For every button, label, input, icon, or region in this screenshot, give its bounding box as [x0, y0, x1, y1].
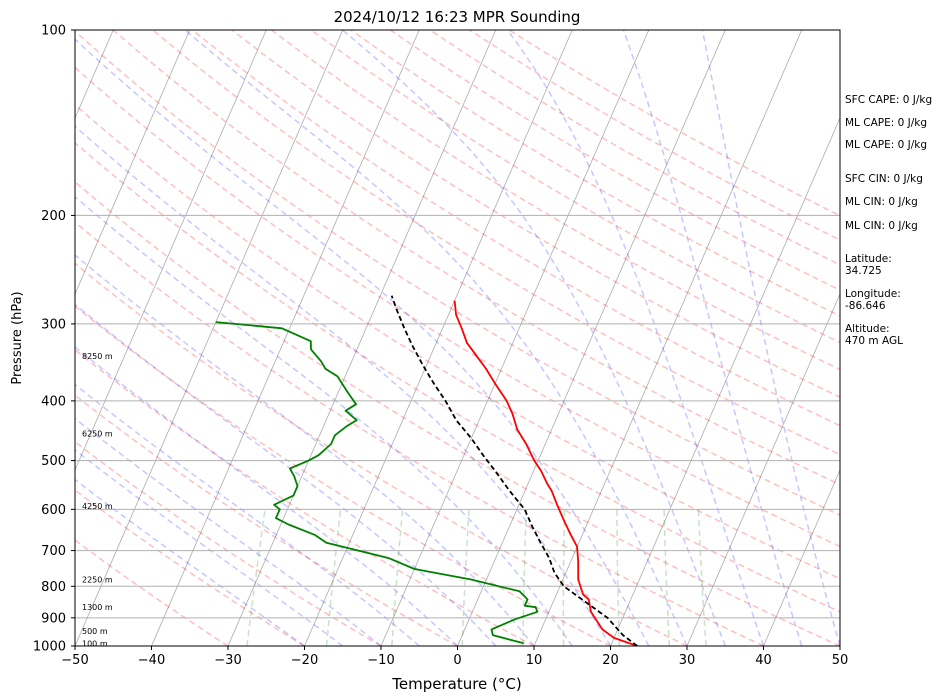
parcel-line [390, 295, 638, 646]
height-label: 8250 m [82, 352, 113, 361]
dewpoint-line [215, 321, 539, 645]
y-axis: 1000 900 800 700 600 500 400 300 200 100 [33, 24, 75, 655]
x-tick-label: 50 [832, 653, 849, 668]
moist-adiabat-line [75, 383, 420, 646]
height-label: 4250 m [82, 502, 113, 511]
dry-adiabat-line [75, 305, 611, 646]
isotherm-line [533, 30, 803, 646]
dry-adiabat-line [75, 103, 840, 580]
x-tick-label: −50 [61, 653, 88, 668]
height-label: 2250 m [82, 576, 113, 585]
isotherm-line [75, 30, 191, 296]
isotherm-line [380, 30, 650, 646]
isotherm-line [610, 116, 840, 646]
x-tick-label: −40 [138, 653, 165, 668]
x-tick-label: −10 [367, 653, 394, 668]
y-tick-label: 1000 [33, 640, 66, 655]
isotherm-line [763, 468, 840, 646]
moist-adiabat-line [622, 30, 803, 646]
x-tick-label: 0 [453, 653, 461, 668]
info-line: ML CIN: 0 J/kg [845, 220, 918, 232]
y-tick-label: 100 [41, 24, 66, 39]
info-line: 470 m AGL [845, 335, 903, 347]
dry-adiabat-line [191, 30, 840, 427]
moist-adiabat-line [342, 30, 726, 646]
sounding-series [215, 295, 638, 646]
isotherm-line [151, 30, 420, 646]
dry-adiabat-line [75, 181, 840, 646]
pressure-gridlines [75, 30, 840, 646]
dry-adiabat-line [75, 489, 305, 646]
x-tick-label: 20 [602, 653, 619, 668]
isotherm-line [457, 30, 726, 646]
dry-adiabat-line [75, 262, 688, 646]
temperature-line [453, 300, 638, 646]
dry-adiabat-line [152, 30, 840, 456]
height-label: 6250 m [82, 430, 113, 439]
moist-adiabat-line [701, 30, 840, 646]
moist-adiabat-line [75, 478, 305, 646]
height-labels: 100 m 500 m 1300 m 2250 m 4250 m 6250 m 8250 m [82, 352, 113, 648]
moist-adiabat-line [75, 195, 573, 646]
info-line: ML CAPE: 0 J/kg [845, 139, 927, 151]
moist-adiabat-line [75, 417, 382, 646]
isotherm-line [75, 30, 267, 472]
sounding-info-panel: SFC CAPE: 0 J/kg ML CAPE: 0 J/kg ML CAPE: … [845, 94, 932, 347]
info-line: SFC CIN: 0 J/kg [845, 173, 923, 185]
isotherm-line [75, 30, 344, 646]
y-tick-label: 400 [41, 394, 66, 409]
height-label: 500 m [82, 627, 108, 636]
moist-adiabat-line [75, 346, 459, 646]
y-tick-label: 200 [41, 209, 66, 224]
chart-title: 2024/10/12 16:23 MPR Sounding [334, 8, 581, 26]
x-axis-label: Temperature (°C) [391, 675, 521, 693]
dry-adiabat-line [75, 394, 458, 646]
isotherm-line [227, 30, 497, 646]
height-label: 100 m [82, 639, 108, 648]
x-tick-label: 10 [526, 653, 543, 668]
moist-adiabat-line [75, 254, 535, 646]
info-line: Longitude: [845, 288, 901, 300]
dry-adiabat-line [75, 348, 535, 646]
info-line: ML CIN: 0 J/kg [845, 196, 918, 208]
info-line: Latitude: [845, 253, 892, 265]
y-tick-label: 700 [41, 544, 66, 559]
isotherm-line [686, 292, 840, 646]
info-line: -86.646 [845, 300, 886, 312]
y-tick-label: 900 [41, 611, 66, 626]
info-line: 34.725 [845, 265, 882, 277]
y-axis-label: Pressure (hPa) [10, 291, 25, 384]
x-tick-label: 30 [679, 653, 696, 668]
moist-adiabat-line [75, 125, 612, 646]
y-tick-label: 300 [41, 317, 66, 332]
isotherm-line [304, 30, 573, 646]
info-line: SFC CAPE: 0 J/kg [845, 94, 932, 106]
moist-adiabat-line [75, 38, 650, 646]
dry-adiabat-line [75, 66, 840, 548]
background-lines [75, 30, 840, 646]
y-tick-label: 600 [41, 503, 66, 518]
y-tick-label: 800 [41, 580, 66, 595]
moist-adiabat-line [506, 30, 765, 646]
moist-adiabat-line [75, 448, 344, 646]
dry-adiabat-line [75, 440, 382, 646]
moist-adiabat-line [75, 303, 497, 646]
x-tick-label: −20 [291, 653, 318, 668]
y-tick-label: 500 [41, 454, 66, 469]
x-tick-label: 40 [755, 653, 772, 668]
moist-adiabat-line [184, 30, 688, 646]
x-axis: −50 −40 −30 −20 −10 0 10 20 30 40 50 [61, 646, 848, 668]
dry-adiabat-line [310, 30, 840, 344]
info-line: ML CAPE: 0 J/kg [845, 117, 927, 129]
info-line: Altitude: [845, 323, 890, 335]
dry-adiabat-line [75, 30, 840, 516]
height-label: 1300 m [82, 603, 113, 612]
x-tick-label: −30 [214, 653, 241, 668]
